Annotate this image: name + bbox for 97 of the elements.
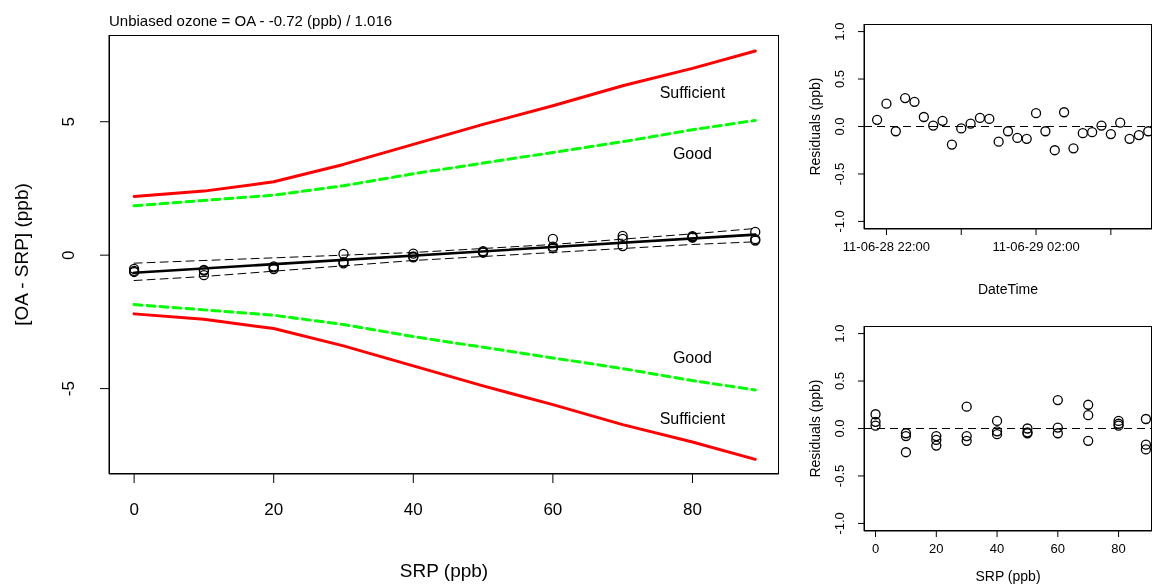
x-tick-label: 0 (871, 541, 880, 556)
point (993, 136, 1004, 147)
point (870, 420, 881, 431)
point (1068, 143, 1079, 154)
point (1083, 410, 1094, 421)
y-axis-title: Residuals (ppb) (807, 77, 823, 176)
point (965, 118, 976, 129)
point (408, 248, 419, 259)
point (931, 434, 942, 446)
point (991, 415, 1003, 427)
series-label: Good (672, 145, 713, 163)
line-series (132, 312, 757, 461)
point (890, 126, 901, 137)
point (1124, 133, 1135, 144)
point (974, 112, 986, 124)
x-tick-label: 11-06-28 22:00 (842, 239, 931, 254)
y-tick-label: 1.0 (832, 22, 847, 41)
point (1052, 422, 1063, 433)
point (961, 435, 972, 446)
point (871, 114, 883, 126)
line-series (132, 118, 757, 208)
y-tick-label: 0.5 (832, 372, 847, 391)
x-tick-label: 80 (1111, 541, 1126, 556)
y-axis-title: Residuals (ppb) (807, 379, 823, 478)
point (198, 270, 210, 281)
point (1022, 423, 1033, 434)
line-series (132, 49, 757, 198)
series-label: Sufficient (659, 409, 726, 427)
point (937, 115, 948, 126)
point (946, 139, 958, 150)
point (984, 113, 995, 125)
chart-title: Unbiased ozone = OA - -0.72 (ppb) / 1.016 (109, 12, 393, 29)
point (1083, 399, 1094, 410)
line-series (132, 303, 757, 392)
x-tick-label: 20 (929, 541, 944, 556)
x-tick-label: 0 (129, 500, 139, 519)
point (900, 447, 912, 458)
point (1030, 108, 1042, 119)
point (1040, 126, 1051, 137)
point (1058, 107, 1070, 118)
series-label: Sufficient (659, 83, 726, 101)
point (1052, 428, 1063, 439)
point (1077, 127, 1088, 139)
y-tick-label: 5 (59, 117, 78, 127)
point (881, 98, 892, 109)
point (909, 96, 920, 107)
y-axis-title: [OA - SRP] (ppb) (11, 183, 32, 326)
point (547, 233, 559, 245)
y-tick-label: 0.0 (832, 117, 847, 136)
x-tick-label: 80 (683, 500, 702, 519)
y-tick-label: -1.0 (832, 512, 847, 535)
point (928, 120, 939, 131)
point (1012, 132, 1023, 144)
point (931, 440, 942, 451)
point (1133, 129, 1145, 141)
point (1049, 145, 1060, 156)
point (1052, 394, 1063, 406)
x-tick-label: 40 (989, 541, 1005, 556)
point (338, 248, 349, 259)
x-tick-label: 20 (264, 500, 284, 519)
point (1021, 133, 1032, 144)
point (899, 92, 911, 104)
point (1143, 126, 1152, 137)
point (750, 226, 761, 238)
x-tick-label: 11-06-29 02:00 (992, 239, 1080, 254)
point (961, 430, 972, 442)
x-tick-label: 60 (543, 500, 563, 519)
y-tick-label: -5 (59, 381, 78, 397)
x-axis-title: SRP (ppb) (399, 560, 489, 581)
point (956, 123, 967, 134)
point (961, 401, 972, 412)
point (617, 240, 628, 252)
point (128, 263, 140, 274)
point (1002, 126, 1014, 137)
x-tick-label: 60 (1050, 541, 1066, 556)
point (1105, 128, 1117, 140)
point (931, 430, 942, 442)
point (1096, 120, 1107, 131)
series-label: Good (672, 348, 713, 366)
point (1140, 413, 1152, 425)
y-tick-label: -0.5 (832, 162, 847, 186)
y-tick-label: 1.0 (832, 324, 847, 343)
point (1140, 444, 1152, 455)
point (1140, 439, 1152, 450)
point (870, 416, 881, 428)
y-tick-label: -1.0 (832, 210, 847, 233)
y-tick-label: 0.5 (832, 70, 847, 89)
point (1083, 435, 1094, 446)
x-tick-label: 40 (403, 500, 423, 519)
y-tick-label: 0.0 (832, 419, 847, 438)
y-tick-label: -0.5 (832, 464, 847, 488)
x-axis-title: DateTime (977, 281, 1039, 297)
x-axis-title: SRP (ppb) (975, 568, 1041, 584)
point (1115, 117, 1126, 128)
point (870, 409, 881, 420)
point (1087, 127, 1098, 138)
point (918, 111, 929, 123)
